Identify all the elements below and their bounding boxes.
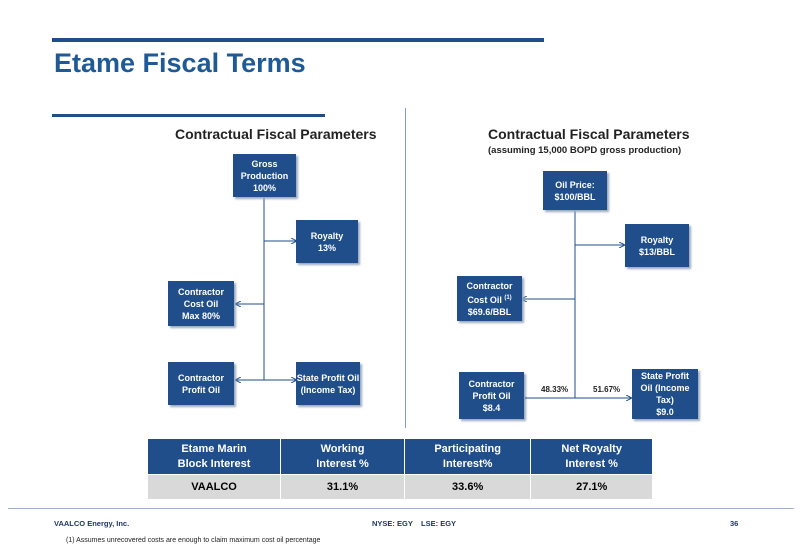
table-cell: VAALCO [148, 474, 282, 499]
royalty-per-bbl-box: Royalty $13/BBL [625, 224, 689, 267]
contractor-percent: 48.33% [541, 385, 569, 394]
contractor-cost-oil-box: Contractor Cost Oil Max 80% [168, 281, 234, 326]
left-heading: Contractual Fiscal Parameters [175, 126, 377, 142]
contractor-profit-oil-box: Contractor Profit Oil [168, 362, 234, 405]
state-profit-oil-value-box: State Profit Oil (Income Tax) $9.0 [632, 369, 698, 419]
column-divider [405, 108, 406, 428]
right-subheading: (assuming 15,000 BOPD gross production) [488, 145, 682, 156]
table-cell: 27.1% [530, 474, 653, 499]
table-cell: 31.1% [280, 474, 405, 499]
footer-tickers: NYSE: EGY LSE: EGY [372, 519, 457, 528]
gross-production-box: Gross Production 100% [233, 154, 296, 197]
footer-rule [8, 508, 794, 509]
column-header: Working Interest % [280, 439, 405, 475]
royalty-box: Royalty 13% [296, 220, 358, 263]
right-heading: Contractual Fiscal Parameters [488, 126, 690, 142]
oil-price-box: Oil Price: $100/BBL [543, 171, 607, 210]
state-percent: 51.67% [593, 385, 621, 394]
contractor-profit-oil-value-box: Contractor Profit Oil $8.4 [459, 372, 524, 419]
footnote: (1) Assumes unrecovered costs are enough… [66, 537, 321, 544]
interest-table: Etame Marin Block Interest Working Inter… [148, 439, 653, 499]
column-header: Net Royalty Interest % [530, 439, 653, 475]
cost-oil-line2: Cost Oil (1) [467, 292, 511, 306]
contractor-cost-oil-per-bbl-box: Contractor Cost Oil (1) $69.6/BBL [457, 276, 522, 321]
cost-oil-label: Cost Oil [467, 294, 502, 305]
subtitle-rule [52, 114, 325, 117]
table-header-row: Etame Marin Block Interest Working Inter… [148, 439, 653, 475]
column-header: Participating Interest% [404, 439, 532, 475]
cost-oil-line3: $69.6/BBL [467, 306, 512, 317]
table-cell: 33.6% [404, 474, 532, 499]
title-rule [52, 38, 544, 42]
cost-oil-line1: Contractor [466, 280, 513, 291]
page-title: Etame Fiscal Terms [54, 48, 306, 78]
column-header: Etame Marin Block Interest [148, 439, 282, 475]
footer-company: VAALCO Energy, Inc. [54, 519, 130, 528]
state-profit-oil-box: State Profit Oil (Income Tax) [296, 362, 360, 405]
footnote-marker: (1) [504, 294, 512, 301]
table-row: VAALCO 31.1% 33.6% 27.1% [148, 474, 653, 499]
page-number: 36 [730, 519, 739, 528]
